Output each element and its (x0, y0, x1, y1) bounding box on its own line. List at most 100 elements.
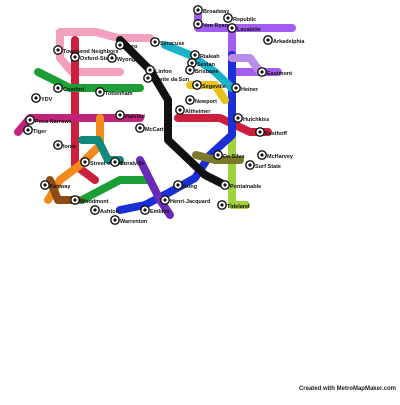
station-heiner[interactable]: Heiner (231, 83, 259, 93)
station-label-townsend-neighbors: Townsend Neighbors (63, 49, 119, 55)
station-halsted[interactable]: Halsted (115, 110, 145, 120)
station-easthoff[interactable]: Easthoff (255, 127, 287, 137)
station-label-tottenham: Tottenham (105, 91, 133, 97)
station-brisbane[interactable]: Brisbane (185, 65, 219, 75)
metro-line-pink-2 (56, 28, 154, 42)
station-fairway[interactable]: Fairway (40, 180, 72, 190)
station-linfon[interactable]: Linfon (145, 65, 173, 75)
metro-line-purple (136, 156, 174, 219)
station-woodmont[interactable]: Woodmont (70, 195, 109, 205)
station-altheimer[interactable]: Altheimer (175, 105, 211, 115)
station-label-lavalette: Lavalette (237, 27, 261, 33)
station-label-warrenton: Warrenton (120, 219, 148, 225)
station-ionia[interactable]: Ionia (53, 140, 77, 150)
station-ydv[interactable]: YDV (31, 93, 53, 103)
station-da-silva[interactable]: Da Silva (213, 150, 246, 160)
station-label-brisbane: Brisbane (195, 69, 219, 75)
credit-text: Created with MetroMapMaker.com (298, 386, 396, 392)
station-tottenham[interactable]: Tottenham (95, 87, 133, 97)
station-arkadelphia[interactable]: Arkadelphia (263, 35, 306, 45)
station-label-sextan: Sextan (197, 62, 216, 68)
station-rialeah[interactable]: Rialeah (190, 50, 220, 60)
station-label-easthoff: Easthoff (265, 131, 287, 137)
metro-line-lime (228, 114, 250, 209)
metro-line-green-2 (78, 176, 154, 204)
station-segeville[interactable]: Segeville (192, 80, 226, 90)
station-eastmont[interactable]: Eastmont (257, 67, 292, 77)
station-label-ionia: Ionia (63, 144, 77, 150)
station-label-rialeah: Rialeah (200, 54, 220, 60)
station-label-hutchkiss: Hutchkiss (243, 117, 269, 123)
station-comfort[interactable]: Comfort (53, 83, 85, 93)
station-ashton[interactable]: Ashton (90, 205, 120, 215)
metro-line-lavender (228, 54, 264, 76)
metro-line-red (71, 36, 99, 184)
station-republic[interactable]: Republic (223, 13, 256, 23)
station-label-newport: Newport (195, 99, 217, 105)
station-henri-jacquard[interactable]: Henri-Jacquard (160, 195, 211, 205)
station-label-wyong: Wyong (117, 57, 135, 63)
station-lavalette[interactable]: Lavalette (227, 23, 261, 33)
metro-line-violet-2 (228, 24, 282, 76)
station-label-broadway: Broadway (203, 9, 230, 15)
station-mcharvey[interactable]: McHarvey (257, 150, 294, 160)
station-broadway[interactable]: Broadway (193, 5, 230, 15)
station-aero[interactable]: Aero (115, 40, 138, 50)
metro-line-olive (192, 151, 244, 164)
station-label-kong: Kong (183, 184, 197, 190)
station-emblex[interactable]: Emblex (140, 205, 171, 215)
station-label-linfon: Linfon (155, 69, 172, 75)
station-label-ydv: YDV (41, 97, 53, 103)
station-street-of-lion[interactable]: Street of Lion (80, 157, 126, 167)
station-townsend-neighbors[interactable]: Townsend Neighbors (53, 45, 119, 55)
metro-line-cyan (161, 41, 236, 92)
station-label-street-of-lion: Street of Lion (90, 161, 126, 167)
station-label-pontainable: Pontainable (230, 184, 261, 190)
station-label-mccarthy: McCarthy (145, 127, 171, 133)
station-poca-narrows[interactable]: Poca Narrows (25, 115, 72, 125)
station-tiger[interactable]: Tiger (23, 125, 47, 135)
station-kong[interactable]: Kong (173, 180, 197, 190)
station-label-segeville: Segeville (202, 84, 226, 90)
station-label-eastmont: Eastmont (267, 71, 292, 77)
station-label-poca-narrows: Poca Narrows (35, 119, 72, 125)
metro-line-blue (116, 51, 236, 214)
station-label-surf-state: Surf State (255, 164, 281, 170)
station-label-arkadelphia: Arkadelphia (273, 39, 305, 45)
station-label-fairway: Fairway (50, 184, 71, 190)
metro-line-black (116, 36, 229, 189)
station-oxford-stead[interactable]: Oxford-Stead (70, 52, 115, 62)
station-pontainable[interactable]: Pontainable (220, 180, 261, 190)
station-label-syracuse: Syracuse (160, 41, 184, 47)
station-monte-da-sun[interactable]: Monte da Sun (143, 73, 190, 83)
metro-line-green (34, 68, 144, 92)
station-hutchkiss[interactable]: Hutchkiss (233, 113, 269, 123)
station-label-emblex: Emblex (150, 209, 171, 215)
station-warrenton[interactable]: Warrenton (110, 215, 148, 225)
station-tideland[interactable]: Tideland (217, 200, 250, 210)
station-label-altheimer: Altheimer (185, 109, 211, 115)
station-label-heiner: Heiner (241, 87, 259, 93)
station-label-halsted: Halsted (125, 114, 145, 120)
station-label-oxford-stead: Oxford-Stead (80, 56, 115, 62)
station-label-monte-da-sun: Monte da Sun (153, 77, 190, 83)
station-label-republic: Republic (233, 17, 256, 23)
station-von-ryan[interactable]: Von Ryan (193, 19, 229, 29)
station-coralville[interactable]: Coralville (110, 157, 145, 167)
station-label-tideland: Tideland (227, 204, 250, 210)
station-label-comfort: Comfort (63, 87, 85, 93)
station-label-mcharvey: McHarvey (267, 154, 294, 160)
station-sextan[interactable]: Sextan (187, 58, 216, 68)
station-label-woodmont: Woodmont (80, 199, 109, 205)
metro-line-pink (56, 28, 124, 76)
station-label-tiger: Tiger (33, 129, 47, 135)
station-label-henri-jacquard: Henri-Jacquard (170, 199, 210, 205)
station-wyong[interactable]: Wyong (107, 53, 135, 63)
station-surf-state[interactable]: Surf State (245, 160, 281, 170)
station-label-ashton: Ashton (100, 209, 120, 215)
station-newport[interactable]: Newport (185, 95, 217, 105)
station-mccarthy[interactable]: McCarthy (135, 123, 171, 133)
station-syracuse[interactable]: Syracuse (150, 37, 185, 47)
